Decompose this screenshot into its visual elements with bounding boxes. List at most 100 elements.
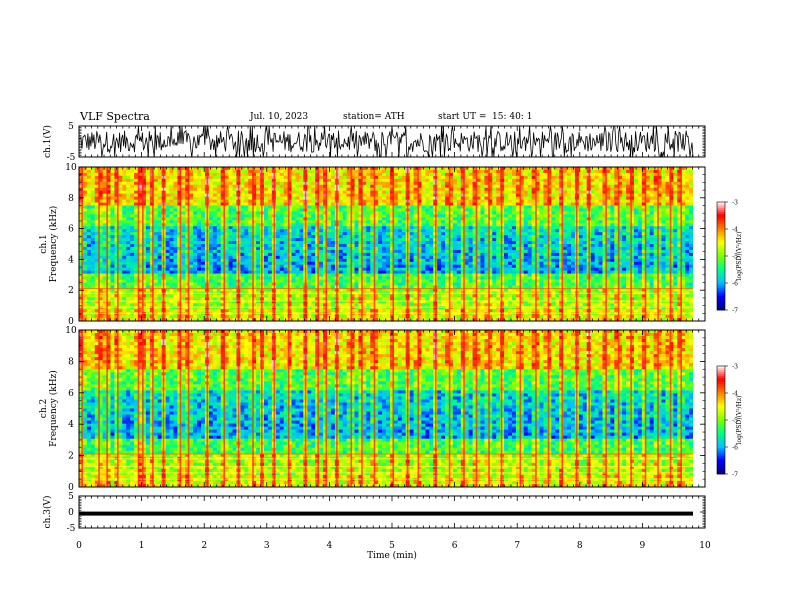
spectrogram-cell <box>173 235 178 239</box>
spectrogram-cell <box>240 238 245 242</box>
spectrogram-cell <box>547 211 552 215</box>
spectrogram-cell <box>488 199 493 203</box>
spectrogram-cell <box>669 172 674 177</box>
spectrogram-cell <box>492 235 497 239</box>
spectrogram-cell <box>531 199 536 203</box>
spectrogram-cell <box>445 235 450 239</box>
spectrogram-cell <box>527 223 533 227</box>
spectrogram-cell <box>138 220 143 224</box>
spectrogram-cell <box>94 205 100 209</box>
spectrogram-cell <box>425 184 430 189</box>
spectrogram-cell <box>653 258 658 263</box>
spectrogram-cell <box>472 190 477 195</box>
spectrogram-cell <box>295 175 300 180</box>
spectrogram-cell <box>460 217 466 221</box>
spectrogram-cell <box>472 199 477 203</box>
spectrogram-cell <box>429 178 434 183</box>
spectrogram-cell <box>153 193 159 198</box>
spectrogram-cell <box>362 190 367 195</box>
spectrogram-cell <box>547 167 552 171</box>
spectrogram-cell <box>602 229 607 233</box>
spectrogram-cell <box>519 249 525 254</box>
spectrogram-cell <box>570 181 576 186</box>
spectrogram-cell <box>523 172 529 177</box>
spectrogram-cell <box>578 249 584 254</box>
spectrogram-cell <box>535 202 540 206</box>
spectrogram-cell <box>134 249 139 254</box>
spectrogram-cell <box>145 238 151 242</box>
spectrogram-cell <box>299 252 304 257</box>
spectrogram-cell <box>653 223 658 227</box>
spectrogram-cell <box>220 178 226 183</box>
spectrogram-cell <box>437 244 442 248</box>
spectrogram-cell <box>102 211 107 215</box>
spectrogram-cell <box>299 169 304 174</box>
spectrogram-cell <box>606 252 611 257</box>
spectrogram-cell <box>307 258 312 263</box>
spectrogram-cell <box>114 211 119 215</box>
spectrogram-cell <box>173 172 178 177</box>
spectrogram-cell <box>248 202 253 206</box>
spectrogram-cell <box>417 208 422 212</box>
spectrogram-cell <box>157 187 163 192</box>
spectrogram-cell <box>307 178 312 183</box>
spectrogram-cell <box>653 235 658 239</box>
spectrogram-cell <box>256 202 261 206</box>
spectrogram-cell <box>515 258 521 263</box>
spectrogram-cell <box>126 181 131 186</box>
spectrogram-cell <box>677 205 682 209</box>
spectrogram-cell <box>267 255 273 260</box>
spectrogram-cell <box>448 220 454 224</box>
spectrogram-cell <box>177 190 182 195</box>
spectrogram-cell <box>263 202 269 206</box>
spectrogram-cell <box>102 187 107 192</box>
spectrogram-cell <box>460 172 466 177</box>
spectrogram-cell <box>130 190 135 195</box>
spectrogram-cell <box>665 208 670 212</box>
spectrogram-cell <box>145 249 151 254</box>
spectrogram-cell <box>610 241 615 245</box>
spectrogram-cell <box>681 246 686 251</box>
spectrogram-cell <box>134 258 139 263</box>
spectrogram-cell <box>645 229 651 233</box>
spectrogram-cell <box>102 217 107 221</box>
spectrogram-cell <box>145 190 151 195</box>
spectrogram-cell <box>185 249 190 254</box>
spectrogram-cell <box>185 181 190 186</box>
spectrogram-cell <box>456 220 462 224</box>
spectrogram-cell <box>527 246 533 251</box>
spectrogram-cell <box>626 205 631 209</box>
spectrogram-cell <box>141 187 147 192</box>
spectrogram-cell <box>445 223 450 227</box>
spectrogram-cell <box>212 199 218 203</box>
spectrogram-cell <box>645 193 651 198</box>
spectrogram-cell <box>386 184 391 189</box>
spectrogram-cell <box>134 235 139 239</box>
spectrogram-cell <box>641 193 647 198</box>
spectrogram-cell <box>275 175 281 180</box>
spectrogram-cell <box>641 214 647 218</box>
spectrogram-cell <box>476 252 481 257</box>
spectrogram-cell <box>456 226 462 230</box>
spectrogram-cell <box>134 241 139 245</box>
spectrogram-cell <box>504 223 509 227</box>
spectrogram-cell <box>511 246 517 251</box>
spectrogram-cell <box>389 196 395 200</box>
spectrogram-cell <box>358 211 363 215</box>
spectrogram-cell <box>122 214 127 218</box>
spectrogram-cell <box>598 167 603 171</box>
spectrogram-cell <box>421 258 426 263</box>
spectrogram-cell <box>193 258 198 263</box>
spectrogram-cell <box>224 181 229 186</box>
spectrogram-cell <box>315 202 320 206</box>
spectrogram-cell <box>153 226 159 230</box>
spectrogram-cell <box>464 196 470 200</box>
spectrogram-cell <box>653 214 658 218</box>
spectrogram-cell <box>358 169 363 174</box>
spectrogram-cell <box>673 193 678 198</box>
spectrogram-cell <box>224 202 229 206</box>
spectrogram-cell <box>232 202 237 206</box>
spectrogram-cell <box>669 196 674 200</box>
spectrogram-cell <box>295 167 300 171</box>
spectrogram-cell <box>287 244 292 248</box>
